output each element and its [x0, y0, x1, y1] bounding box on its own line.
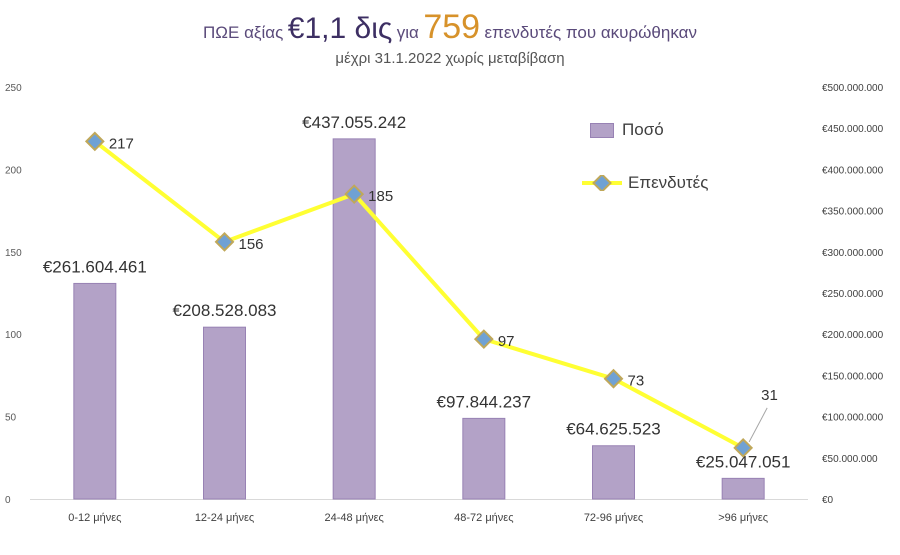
- left-axis-tick-label: 50: [5, 413, 17, 424]
- right-axis-tick-label: €150.000.000: [822, 371, 884, 382]
- right-axis-tick-label: €450.000.000: [822, 124, 884, 135]
- bar-value-label: €64.625.523: [566, 420, 661, 439]
- x-axis-tick-label: 0-12 μήνες: [68, 512, 121, 524]
- investors-point-5: [733, 438, 754, 458]
- x-axis-tick-label: 12-24 μήνες: [195, 512, 254, 524]
- right-axis-tick-label: €300.000.000: [822, 248, 884, 259]
- right-axis-tick-label: €500.000.000: [822, 83, 884, 94]
- title-part2: για: [396, 23, 419, 42]
- investors-point-1: [214, 232, 235, 252]
- left-axis-tick-label: 250: [5, 83, 22, 94]
- right-axis-tick-label: €250.000.000: [822, 289, 884, 300]
- data-label-leader-line: [748, 407, 768, 443]
- bar-0: [73, 282, 117, 500]
- chart-title: ΠΩΕ αξίας €1,1 δις για 759 επενδυτές που…: [0, 8, 900, 47]
- investors-value-label: 97: [498, 333, 515, 350]
- title-amount: €1,1 δις: [287, 12, 393, 45]
- right-axis-tick-label: €350.000.000: [822, 207, 884, 218]
- x-axis-tick-label: 48-72 μήνες: [454, 512, 513, 524]
- left-axis-tick-label: 150: [5, 248, 22, 259]
- x-axis-tick-label: 72-96 μήνες: [584, 512, 643, 524]
- left-axis-tick-label: 100: [5, 330, 22, 341]
- investors-value-label: 73: [628, 373, 645, 390]
- right-axis-tick-label: €0: [822, 495, 834, 506]
- bar-1: [203, 326, 246, 500]
- investors-point-3: [473, 329, 494, 350]
- right-axis-tick-label: €100.000.000: [822, 413, 884, 424]
- left-axis-tick-label: 0: [5, 495, 11, 506]
- bar-5: [721, 477, 765, 500]
- investors-line: [93, 139, 745, 450]
- investors-point-0: [84, 131, 105, 152]
- investors-point-4: [603, 368, 624, 389]
- investors-value-label: 185: [368, 188, 393, 205]
- bar-4: [592, 445, 635, 500]
- right-axis-tick-label: €50.000.000: [822, 454, 878, 465]
- chart-subtitle: μέχρι 31.1.2022 χωρίς μεταβίβαση: [335, 50, 565, 67]
- legend-label-amount: Ποσό: [622, 120, 664, 139]
- bar-value-label: €97.844.237: [437, 392, 532, 411]
- bar-3: [462, 417, 506, 500]
- title-part3: επενδυτές που ακυρώθηκαν: [484, 23, 697, 42]
- investors-value-label: 156: [239, 236, 264, 253]
- bar-value-label: €437.055.242: [302, 113, 406, 132]
- investors-point-2: [344, 184, 365, 205]
- investors-value-label: 31: [761, 387, 778, 404]
- investors-value-label: 217: [109, 135, 134, 152]
- x-axis-tick-label: 24-48 μήνες: [324, 512, 383, 524]
- legend-swatch-line: [582, 175, 622, 191]
- legend-item-investors: Επενδυτές: [582, 173, 708, 193]
- bar-value-label: €25.047.051: [696, 452, 791, 471]
- title-part1: ΠΩΕ αξίας: [203, 23, 284, 42]
- legend-label-investors: Επενδυτές: [628, 173, 709, 192]
- right-axis-tick-label: €400.000.000: [822, 165, 884, 176]
- left-axis-tick-label: 200: [5, 165, 22, 176]
- legend-swatch-bar: [590, 122, 614, 138]
- x-axis-tick-label: >96 μήνες: [718, 512, 768, 524]
- bar-value-label: €208.528.083: [173, 301, 277, 320]
- right-axis-tick-label: €200.000.000: [822, 330, 884, 341]
- legend-item-amount: Ποσό: [590, 120, 664, 140]
- title-count: 759: [423, 8, 481, 46]
- bar-value-label: €261.604.461: [43, 257, 147, 276]
